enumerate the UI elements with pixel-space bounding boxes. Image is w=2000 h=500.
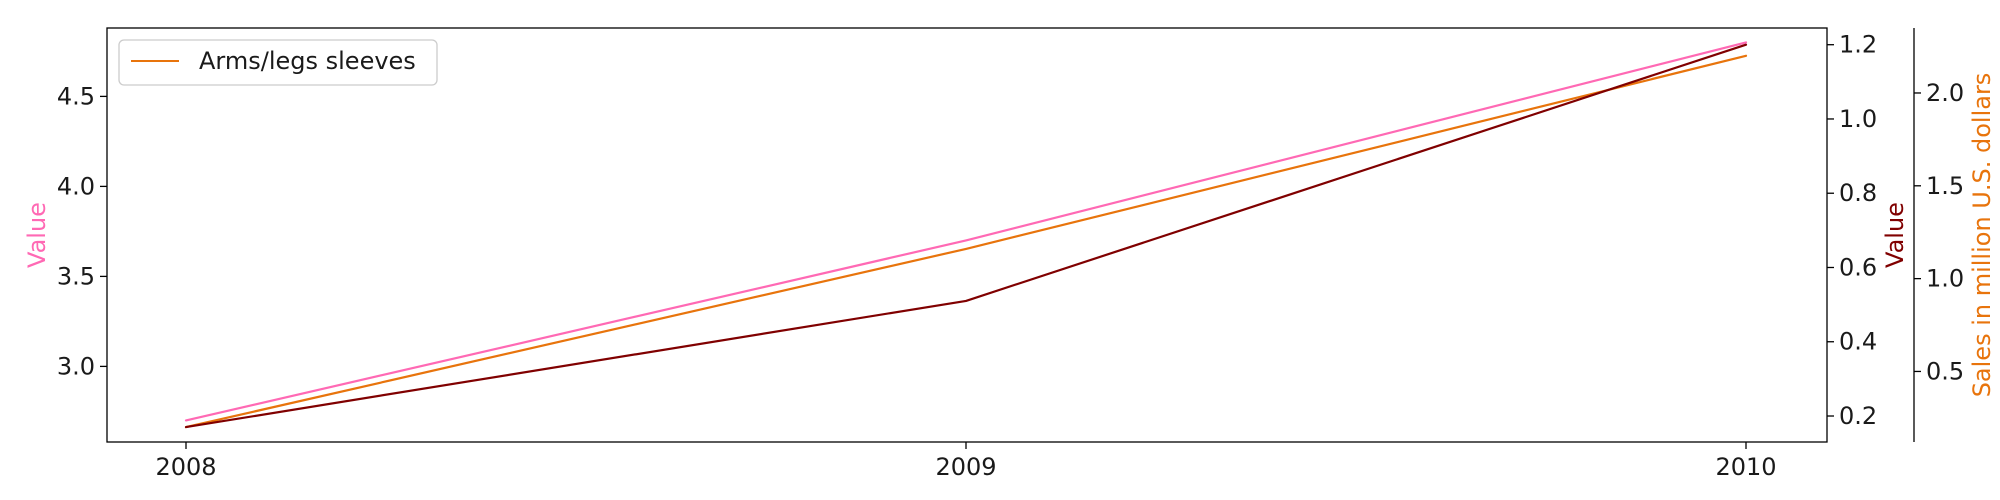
right-y-sales-tick-label: 2.0	[1926, 79, 1964, 107]
left-y-tick-label: 4.5	[57, 82, 95, 110]
left-y-tick-label: 3.0	[57, 352, 95, 380]
right-y-sales-tick-label: 0.5	[1926, 357, 1964, 385]
series-line-3	[184, 43, 1748, 429]
legend-label: Arms/legs sleeves	[199, 47, 416, 75]
right-y-value-tick-label: 0.8	[1839, 179, 1877, 207]
left-y-tick-label: 3.5	[57, 262, 95, 290]
right-y-axis-value-title: Value	[1881, 202, 1909, 268]
plot-area-frame	[106, 27, 1828, 443]
x-tick-label: 2008	[155, 453, 216, 481]
right-y-value-tick-label: 0.4	[1839, 328, 1877, 356]
right-y-value-tick-label: 0.6	[1839, 253, 1877, 281]
right-y-value-tick-label: 1.2	[1839, 31, 1877, 59]
left-y-axis: 3.0 3.5 4.0 4.5	[57, 82, 107, 380]
x-tick-label: 2009	[935, 453, 996, 481]
right-y-value-tick-label: 0.2	[1839, 402, 1877, 430]
right-y-axis-value: 0.2 0.4 0.6 0.8 1.0 1.2	[1827, 31, 1877, 430]
right-y-axis-sales: 0.5 1.0 1.5 2.0	[1913, 28, 1964, 442]
series-lines	[184, 41, 1748, 429]
right-y-value-tick-label: 1.0	[1839, 105, 1877, 133]
right-y-sales-tick-label: 1.5	[1926, 172, 1964, 200]
x-axis: 2008 2009 2010	[155, 442, 1777, 481]
left-y-axis-title: Value	[23, 202, 51, 268]
series-line-1	[184, 41, 1748, 422]
legend-box	[118, 39, 438, 86]
series-line-2	[184, 54, 1748, 429]
left-y-tick-label: 4.0	[57, 172, 95, 200]
x-tick-label: 2010	[1715, 453, 1776, 481]
legend: Arms/legs sleeves	[118, 39, 438, 86]
right-y-sales-tick-label: 1.0	[1926, 265, 1964, 293]
right-y-axis-sales-title: Sales in million U.S. dollars	[1968, 73, 1996, 398]
